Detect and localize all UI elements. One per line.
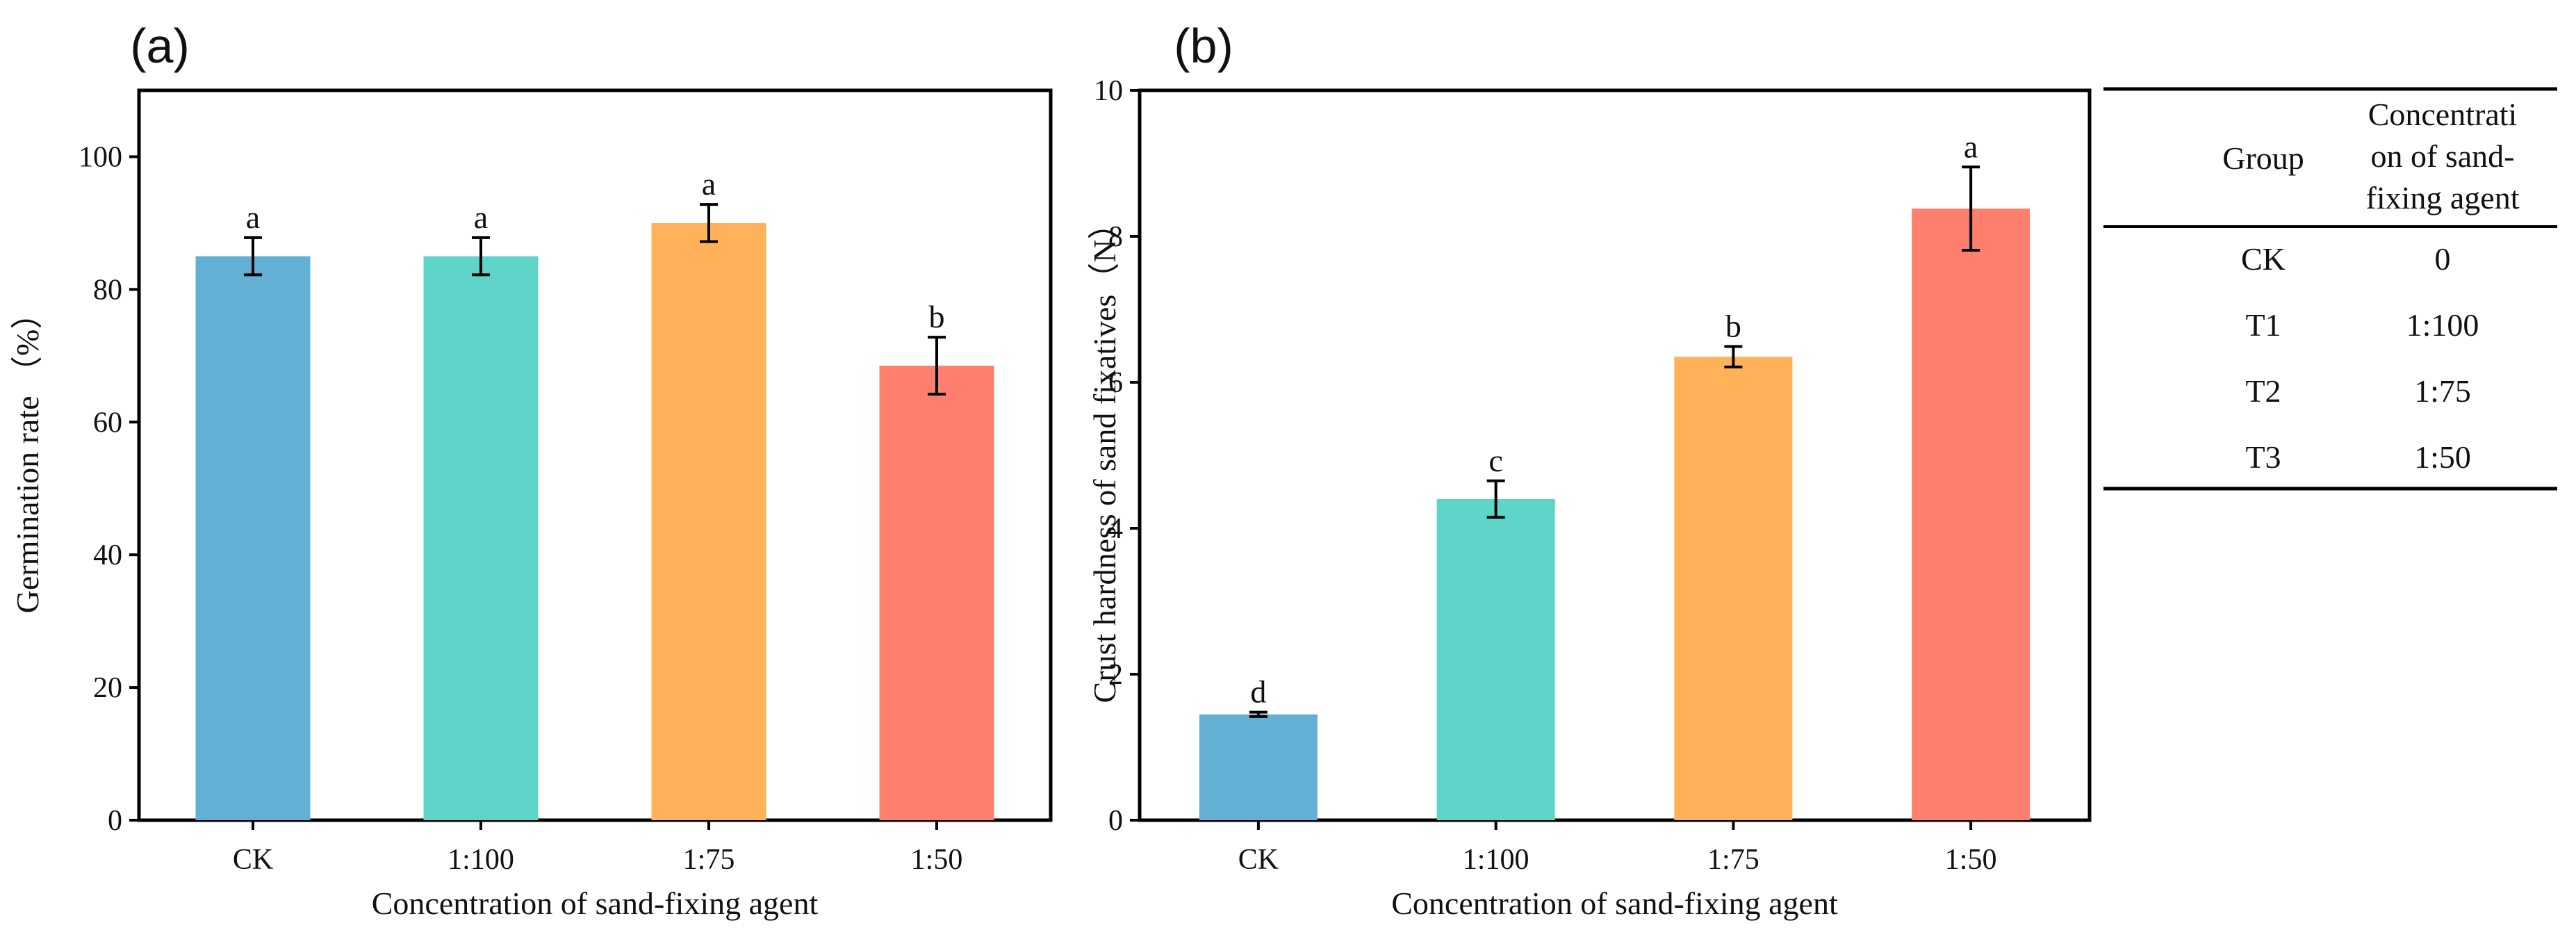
panel-label: (a) bbox=[130, 19, 190, 73]
significance-label: a bbox=[1964, 129, 1978, 164]
legend-table: Group Concentrati on of sand-fixing agent C… bbox=[2103, 87, 2557, 491]
table-cell-concentration: 1:75 bbox=[2414, 373, 2471, 409]
bar-1-100 bbox=[1436, 499, 1555, 820]
y-tick-label: 20 bbox=[93, 672, 122, 704]
bar-CK bbox=[195, 256, 311, 820]
significance-label: a bbox=[474, 199, 488, 235]
bar-1-50 bbox=[1912, 209, 2031, 821]
bar-1-75 bbox=[651, 222, 766, 821]
plot-frame bbox=[137, 88, 1053, 822]
table-header-concentration-line: fixing agent bbox=[2366, 180, 2520, 215]
x-tick-label: 1:75 bbox=[1707, 844, 1759, 876]
table-cell-group: T1 bbox=[2245, 307, 2281, 343]
table-cell-group: CK bbox=[2241, 241, 2286, 277]
y-tick-label: 4 bbox=[1108, 513, 1123, 545]
table-cell-group: T3 bbox=[2245, 439, 2281, 475]
significance-label: a bbox=[702, 166, 716, 202]
table-header-concentration-line: on of sand- bbox=[2371, 138, 2515, 174]
y-tick-label: 0 bbox=[108, 805, 122, 837]
x-tick-label: 1:100 bbox=[1463, 844, 1529, 876]
bar-CK bbox=[1199, 714, 1318, 820]
table-header-concentration-line: Concentrati bbox=[2368, 97, 2518, 132]
x-tick-label: 1:75 bbox=[683, 844, 735, 876]
y-tick-label: 6 bbox=[1108, 367, 1123, 399]
table-cell-concentration: 0 bbox=[2435, 241, 2451, 277]
y-axis-title: Crust hardness of sand fixatives（N） bbox=[1087, 208, 1122, 703]
y-tick-label: 2 bbox=[1108, 659, 1123, 691]
y-tick-label: 60 bbox=[93, 407, 122, 439]
table-header-group: Group bbox=[2222, 140, 2304, 176]
x-tick-label: 1:50 bbox=[1945, 844, 1997, 876]
table-cell-group: T2 bbox=[2245, 373, 2281, 409]
y-tick-label: 10 bbox=[1094, 75, 1123, 107]
x-tick-label: CK bbox=[233, 844, 273, 876]
bar-1-75 bbox=[1674, 357, 1793, 820]
x-tick-label: 1:50 bbox=[911, 844, 963, 876]
x-tick-label: CK bbox=[1238, 844, 1279, 876]
chart-panel-b: (b) 0 2 4 6 8 10 d CK c 1:100 b 1:75 a 1:50 Concentrati… bbox=[1087, 19, 2092, 921]
panel-label: (b) bbox=[1174, 19, 1233, 73]
significance-label: c bbox=[1488, 443, 1502, 478]
plot-frame bbox=[1138, 88, 2092, 822]
bar-1-50 bbox=[879, 366, 994, 820]
significance-label: b bbox=[1725, 309, 1741, 344]
x-axis-title: Concentration of sand-fixing agent bbox=[372, 886, 819, 921]
bar-1-100 bbox=[423, 256, 539, 820]
x-axis-title: Concentration of sand-fixing agent bbox=[1391, 886, 1838, 921]
y-axis-title: Germination rate （%） bbox=[10, 297, 45, 614]
x-tick-label: 1:100 bbox=[448, 844, 514, 876]
table-cell-concentration: 1:50 bbox=[2414, 439, 2471, 475]
y-tick-label: 40 bbox=[93, 539, 122, 571]
y-tick-label: 0 bbox=[1108, 805, 1123, 837]
y-tick-label: 100 bbox=[79, 141, 122, 173]
significance-label: a bbox=[246, 199, 260, 235]
chart-panel-a: (a) 0 20 40 60 80 100 a CK a 1:100 a 1:75 b 1:50 Concen… bbox=[10, 19, 1053, 921]
table-cell-concentration: 1:100 bbox=[2406, 307, 2479, 343]
significance-label: d bbox=[1250, 674, 1266, 710]
y-tick-label: 80 bbox=[93, 274, 122, 306]
y-tick-label: 8 bbox=[1108, 221, 1123, 253]
significance-label: b bbox=[929, 299, 945, 334]
